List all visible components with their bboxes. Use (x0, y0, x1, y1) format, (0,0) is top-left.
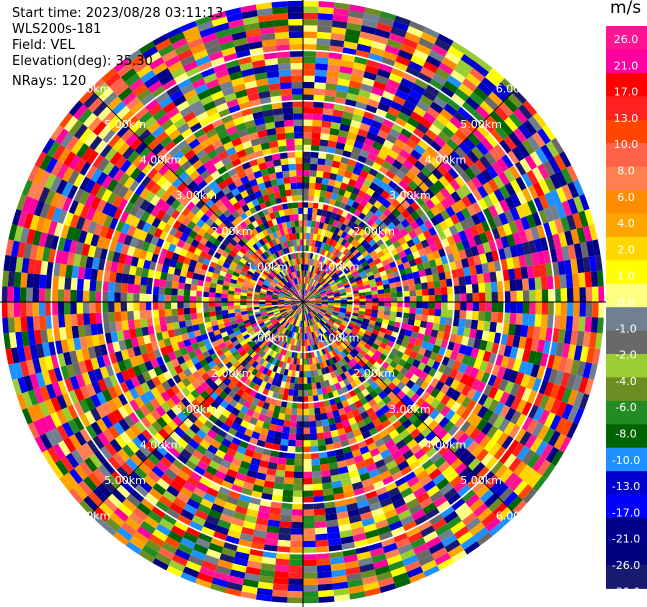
ring-label: 5.00km (460, 474, 502, 487)
colorbar-segment (606, 564, 647, 589)
colorbar-tick-label: -8.0 (615, 428, 636, 441)
colorbar-segment (606, 400, 647, 425)
colorbar-segment (606, 166, 647, 191)
ring-label: 6.00km (496, 510, 538, 523)
ring-label: 2.00km (353, 367, 395, 380)
colorbar-segment (606, 283, 647, 308)
ring-label: 5.00km (460, 118, 502, 131)
start-time-label: Start time: 2023/08/28 03:11:13 (12, 6, 224, 21)
colorbar-tick-label: 2.0 (617, 243, 635, 256)
nrays-label: NRays: 120 (12, 74, 87, 89)
colorbar-tick-label: -13.0 (612, 480, 640, 493)
colorbar-tick-label: -10.0 (612, 454, 640, 467)
colorbar-tick-label: -26.0 (612, 559, 640, 572)
ring-label: 6.00km (69, 83, 111, 96)
ring-label: 2.00km (353, 225, 395, 238)
colorbar-tick-label: 0.0 (617, 296, 635, 309)
ring-label: 2.00km (211, 367, 253, 380)
ring-label: 4.00km (425, 154, 467, 167)
ring-label: 2.00km (211, 225, 253, 238)
colorbar-tick-label: -21.0 (612, 533, 640, 546)
colorbar-segment (606, 236, 647, 261)
colorbar-tick-label: 13.0 (614, 112, 639, 125)
ring-label: 3.00km (175, 189, 217, 202)
colorbar-tick-label: 10.0 (614, 138, 639, 151)
colorbar-segment (606, 447, 647, 472)
colorbar-tick-label: -30.0 (612, 585, 640, 597)
azimuth-line (89, 88, 517, 516)
colorbar-tick-label: 6.0 (617, 191, 635, 204)
colorbar-tick-label: -17.0 (612, 506, 640, 519)
ring-label: 4.00km (425, 438, 467, 451)
colorbar-segment (606, 541, 647, 566)
colorbar-segment (606, 49, 647, 74)
colorbar-segment (606, 96, 647, 121)
colorbar-segment (606, 377, 647, 402)
colorbar-tick-label: -1.0 (615, 322, 636, 335)
field-label: Field: VEL (12, 38, 75, 53)
ring-label: 1.00km (247, 332, 289, 345)
colorbar-segment (606, 354, 647, 378)
colorbar-segment (606, 518, 647, 542)
ring-label: 3.00km (389, 189, 431, 202)
colorbar-segment (606, 119, 647, 144)
colorbar-segment (606, 260, 647, 285)
ring-label: 1.00km (247, 260, 289, 273)
colorbar-segment (606, 143, 647, 168)
instrument-label: WLS200s-181 (12, 22, 102, 37)
ring-label: 6.00km (69, 510, 111, 523)
elevation-label: Elevation(deg): 35.30 (12, 54, 153, 69)
colorbar-segment (606, 213, 647, 238)
colorbar-tick-label: -6.0 (615, 401, 636, 414)
colorbar-unit: m/s (610, 0, 642, 18)
ring-label: 6.00km (496, 83, 538, 96)
colorbar-tick-label: 21.0 (614, 59, 639, 72)
colorbar-segment (606, 307, 647, 332)
colorbar-segment (606, 424, 647, 449)
colorbar-segment (606, 471, 647, 496)
ring-label: 3.00km (389, 403, 431, 416)
ring-label: 4.00km (140, 154, 182, 167)
colorbar-segment (606, 26, 647, 50)
colorbar-segment (606, 190, 647, 214)
ring-label: 1.00km (318, 332, 360, 345)
colorbar-tick-label: 4.0 (617, 217, 635, 230)
colorbar-segment (606, 72, 647, 97)
colorbar-tick-label: 8.0 (617, 165, 635, 178)
colorbar-tick-label: -2.0 (615, 349, 636, 362)
colorbar-tick-label: 17.0 (614, 86, 639, 99)
ring-label: 1.00km (318, 260, 360, 273)
colorbar-tick-label: 1.0 (617, 270, 635, 283)
colorbar-tick-label: -4.0 (615, 375, 636, 388)
info-panel: Start time: 2023/08/28 03:11:13 WLS200s-… (12, 6, 223, 90)
ring-label: 3.00km (175, 403, 217, 416)
colorbar-segment (606, 330, 647, 355)
ring-label: 5.00km (104, 118, 146, 131)
colorbar: 26.0 21.0 17.0 13.0 10.0 8.0 6.0 4.0 2.0 1.0 0.0 -1… (606, 26, 647, 597)
colorbar-tick-label: 26.0 (614, 33, 639, 46)
ring-label: 5.00km (104, 474, 146, 487)
radar-ppi-plot: 1.00km 1.00km 1.00km 1.00km 2.00km 2.00km 2.00… (0, 0, 606, 607)
ring-label: 4.00km (140, 438, 182, 451)
colorbar-segment (606, 494, 647, 519)
